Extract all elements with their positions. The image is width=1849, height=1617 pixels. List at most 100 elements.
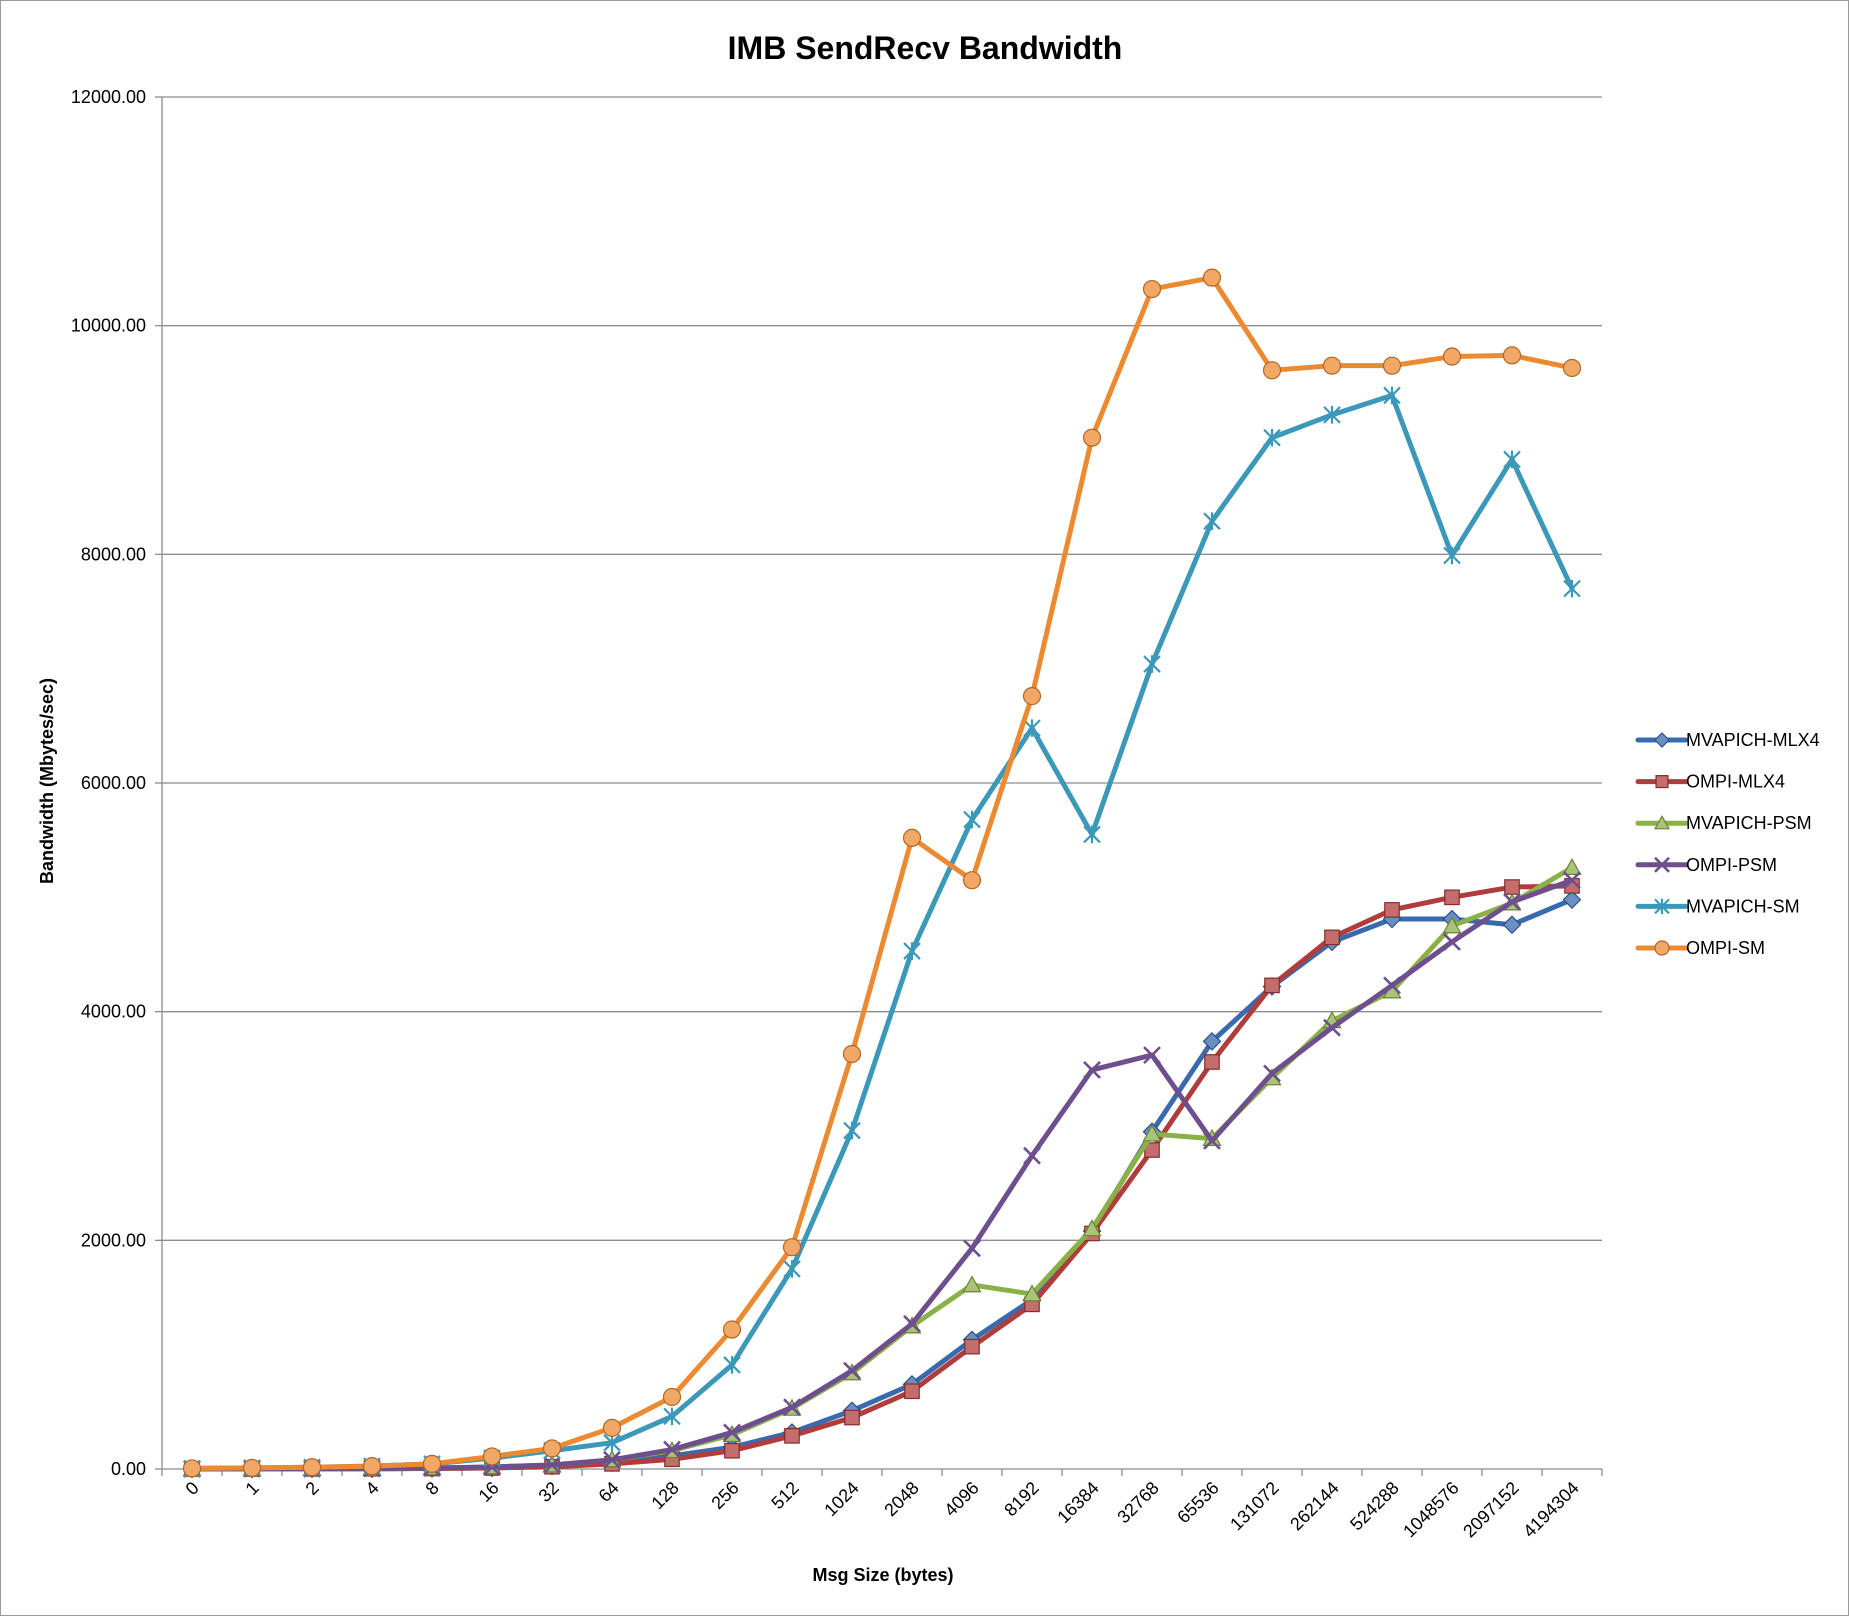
data-point (1442, 916, 1462, 934)
data-point (1202, 1032, 1222, 1051)
data-point (1263, 428, 1281, 447)
y-tick-label: 12000.00 (71, 87, 146, 107)
legend-swatch-marker (1654, 732, 1670, 748)
x-tick-label: 1024 (820, 1478, 862, 1520)
data-point (362, 1457, 382, 1476)
data-point (1563, 579, 1581, 598)
x-tick-label: 2097152 (1459, 1478, 1523, 1542)
data-point (1562, 890, 1582, 909)
data-point (904, 1383, 920, 1400)
data-point (662, 1387, 682, 1407)
data-point (542, 1439, 562, 1458)
data-point (242, 1458, 262, 1477)
data-point (1444, 889, 1460, 906)
series-line (189, 275, 1575, 1471)
data-point (1022, 687, 1042, 706)
data-point (1504, 879, 1520, 895)
data-point (663, 1440, 681, 1459)
x-tick-label: 128 (647, 1478, 682, 1513)
series-ompi-psm (183, 871, 1581, 1478)
legend-label: OMPI-MLX4 (1686, 772, 1785, 792)
data-point (1082, 1219, 1102, 1237)
data-point (1203, 1131, 1221, 1150)
data-point (1023, 719, 1041, 737)
x-tick-label: 0 (182, 1478, 203, 1499)
x-tick-label: 32 (535, 1478, 563, 1506)
data-point (723, 1423, 741, 1442)
y-tick-label: 0.00 (111, 1459, 146, 1479)
x-tick-label: 64 (595, 1478, 623, 1506)
legend-label: OMPI-SM (1686, 938, 1765, 958)
x-tick-label: 8 (422, 1478, 443, 1499)
legend-item: MVAPICH-MLX4 (1635, 730, 1820, 750)
data-point (1384, 902, 1400, 918)
data-point (962, 1275, 982, 1293)
data-point (964, 1338, 980, 1355)
data-point (1203, 512, 1221, 530)
x-tick-label: 16384 (1053, 1478, 1103, 1528)
data-point (543, 1456, 561, 1474)
legend-item: OMPI-SM (1635, 938, 1765, 958)
legend: MVAPICH-MLX4 OMPI-MLX4 MVAPICH-PSM OMPI-PSM… (1635, 730, 1820, 958)
data-point (1142, 279, 1162, 299)
legend-label: MVAPICH-SM (1686, 896, 1800, 916)
series-ompi-mlx4 (184, 878, 1580, 1477)
data-point (844, 1409, 860, 1426)
data-point (963, 1239, 981, 1258)
x-tick-label: 4194304 (1519, 1478, 1583, 1542)
series-line (189, 877, 1575, 1472)
data-point (1083, 825, 1101, 844)
gridlines (162, 96, 1602, 1241)
x-tick-label: 16 (475, 1478, 503, 1506)
data-point (663, 1407, 681, 1426)
data-point (1503, 450, 1521, 469)
data-point (1143, 1046, 1161, 1065)
data-point (1142, 1124, 1162, 1142)
axes: 0.00 2000.00 4000.00 6000.00 8000.00 10000.00… (71, 87, 1603, 1542)
x-tick-label: 524288 (1346, 1478, 1403, 1535)
legend-label: OMPI-PSM (1686, 855, 1777, 875)
data-point (843, 1121, 861, 1140)
x-tick-label: 2048 (880, 1478, 922, 1520)
data-point (782, 1238, 802, 1257)
data-point (1502, 346, 1522, 365)
data-point (1204, 1054, 1220, 1070)
x-tick-label: 131072 (1226, 1478, 1283, 1535)
data-point (1382, 356, 1402, 375)
data-point (784, 1428, 800, 1444)
chart-title: IMB SendRecv Bandwidth (728, 30, 1123, 66)
data-point (1143, 655, 1161, 673)
data-point (602, 1418, 622, 1437)
legend-label: MVAPICH-PSM (1686, 813, 1812, 833)
x-tick-label: 32768 (1113, 1478, 1163, 1528)
data-point (722, 1320, 742, 1339)
legend-item: OMPI-MLX4 (1635, 772, 1785, 792)
x-tick-label: 262144 (1286, 1478, 1343, 1535)
x-axis-title: Msg Size (bytes) (812, 1565, 953, 1585)
data-point (1202, 268, 1222, 287)
data-point (903, 942, 921, 960)
x-tick-label: 2 (302, 1478, 323, 1499)
data-point (1563, 871, 1581, 890)
data-point (1383, 386, 1401, 405)
series-mvapich-mlx4 (182, 890, 1582, 1479)
data-point (1264, 977, 1280, 994)
data-point (1323, 406, 1341, 424)
y-tick-label: 10000.00 (71, 316, 146, 336)
data-point (842, 1044, 862, 1064)
data-point (783, 1398, 801, 1417)
data-point (1263, 1064, 1281, 1083)
data-point (1083, 1061, 1101, 1079)
y-tick-label: 2000.00 (81, 1230, 146, 1250)
data-point (1023, 1146, 1041, 1165)
data-point (1562, 358, 1582, 378)
data-point (603, 1450, 621, 1469)
data-point (1322, 356, 1342, 375)
data-point (1443, 546, 1461, 565)
data-point (962, 871, 982, 890)
x-tick-label: 1 (242, 1478, 263, 1499)
data-point (1383, 976, 1401, 995)
x-tick-label: 65536 (1173, 1478, 1223, 1528)
